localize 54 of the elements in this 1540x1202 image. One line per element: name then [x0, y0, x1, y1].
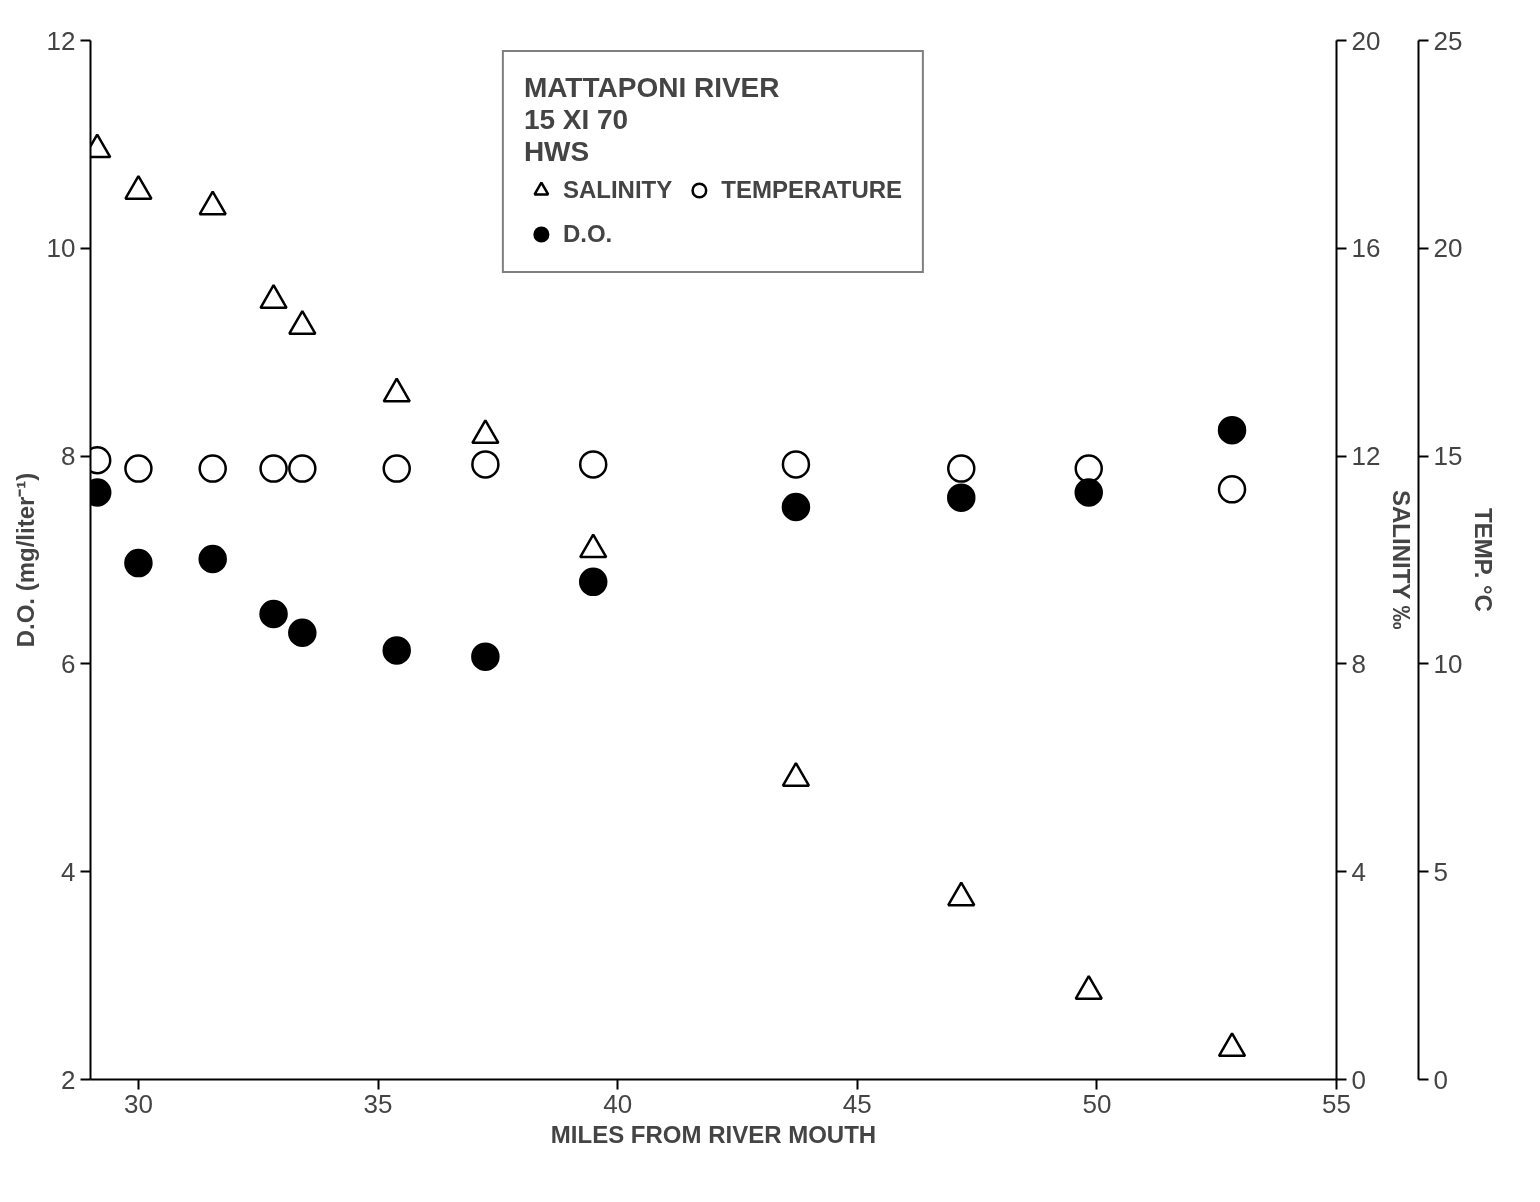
- y2-tick-label: 0: [1351, 1064, 1366, 1095]
- point: [124, 454, 153, 483]
- y3-tick-label: 20: [1433, 233, 1463, 264]
- point: [781, 492, 811, 522]
- y-tick-label: 4: [61, 856, 76, 887]
- y2-tick-label: 16: [1351, 233, 1381, 264]
- point: [198, 454, 227, 483]
- legend-label: SALINITY: [562, 176, 673, 204]
- y2-tick-label: 12: [1351, 441, 1381, 472]
- point: [259, 599, 288, 629]
- point: [288, 618, 317, 647]
- legend-label: TEMPERATURE: [721, 176, 903, 204]
- y2-tick-label: 20: [1351, 25, 1381, 56]
- point: [781, 450, 811, 479]
- point: [947, 483, 976, 512]
- y3-tick-label: 0: [1433, 1064, 1448, 1095]
- point: [382, 636, 411, 665]
- point: [124, 548, 153, 578]
- point: [1217, 415, 1247, 445]
- y-tick-label: 12: [46, 25, 76, 56]
- x-tick-label: 55: [1322, 1088, 1351, 1119]
- point: [1074, 478, 1103, 507]
- y3-tick-label: 25: [1433, 25, 1463, 56]
- y3-tick-label: 15: [1433, 441, 1463, 472]
- y2-tick-label: 8: [1351, 648, 1366, 679]
- point: [578, 567, 608, 597]
- y-tick-label: 2: [61, 1064, 76, 1095]
- y-tick-label: 6: [61, 648, 76, 679]
- point: [1074, 454, 1103, 483]
- point: [578, 450, 608, 479]
- y3-axis-title: TEMP. °C: [1470, 508, 1498, 612]
- x-axis-title: MILES FROM RIVER MOUTH: [550, 1120, 877, 1148]
- y-tick-label: 8: [61, 441, 76, 472]
- y2-tick-label: 4: [1351, 856, 1366, 887]
- y3-tick-label: 10: [1433, 648, 1463, 679]
- point: [382, 454, 411, 483]
- point: [947, 454, 976, 483]
- x-tick-label: 45: [842, 1088, 872, 1119]
- legend-title: MATTAPONI RIVER 15 XI 70 HWS: [523, 72, 781, 168]
- point: [288, 454, 317, 483]
- x-tick-label: 50: [1082, 1088, 1112, 1119]
- y2-axis-title: SALINITY ‰: [1388, 490, 1416, 630]
- point: [259, 454, 288, 483]
- point: [198, 544, 227, 574]
- point: [471, 450, 500, 479]
- x-tick-label: 30: [123, 1088, 153, 1119]
- x-tick-label: 35: [363, 1088, 393, 1119]
- y-axis-title: D.O. (mg/liter⁻¹): [11, 472, 39, 648]
- legend-label: D.O.: [562, 220, 613, 248]
- y-tick-label: 10: [46, 233, 76, 264]
- point: [471, 642, 500, 671]
- x-tick-label: 40: [603, 1088, 633, 1119]
- y3-tick-label: 5: [1433, 856, 1448, 887]
- point: [1217, 475, 1247, 504]
